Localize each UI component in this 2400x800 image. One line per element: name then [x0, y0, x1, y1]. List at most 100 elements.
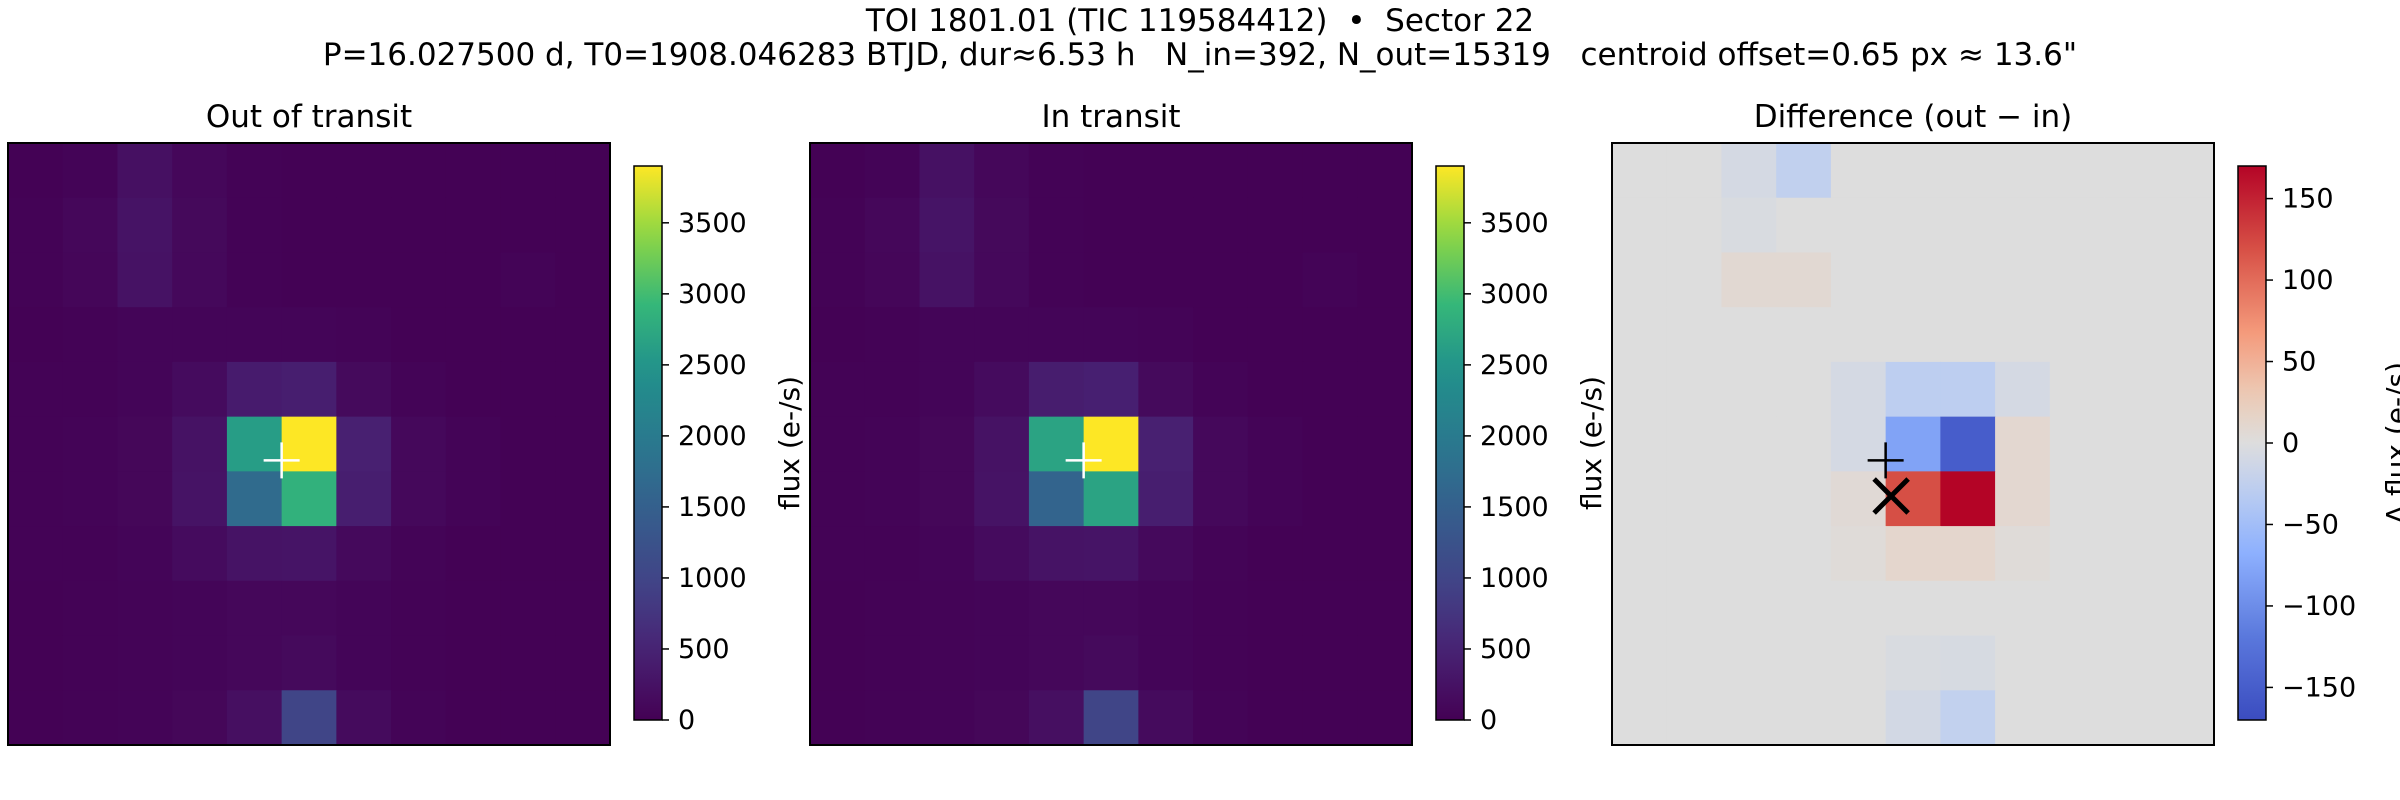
heatmap-cell [2049, 416, 2106, 472]
heatmap-cell [1666, 252, 1723, 308]
heatmap-cell [1940, 690, 1996, 746]
heatmap-cell [172, 197, 228, 254]
colorbar-tick-label: 2500 [678, 350, 747, 381]
heatmap-cell [1138, 307, 1194, 363]
heatmap-cell [1193, 252, 1249, 308]
heatmap-cell [1885, 252, 1941, 308]
heatmap-cell [1612, 471, 1668, 527]
heatmap-cell [8, 307, 64, 363]
heatmap-cell [1138, 471, 1194, 527]
heatmap-cell [2049, 361, 2106, 418]
heatmap-cell [2159, 252, 2215, 308]
colorbar-tick-label: 500 [678, 634, 730, 665]
panel-title: In transit [1041, 99, 1180, 135]
heatmap-cell [2049, 471, 2106, 527]
heatmap-cell [445, 690, 502, 746]
heatmap-cell [810, 471, 866, 527]
colorbar-tick-label: 500 [1480, 634, 1532, 665]
heatmap-cell [1830, 580, 1887, 637]
heatmap-cell [1885, 635, 1941, 691]
heatmap-cell [2049, 307, 2106, 363]
heatmap-cell [391, 635, 447, 691]
heatmap-cell [864, 143, 921, 199]
colorbar-tick-label: 3000 [1480, 279, 1549, 310]
heatmap-cell [555, 361, 611, 418]
heatmap-cell [1776, 690, 1832, 746]
heatmap-cell [2159, 526, 2215, 582]
heatmap-cell [445, 580, 502, 637]
heatmap-cell [2159, 416, 2215, 472]
heatmap-cell [1247, 197, 1304, 254]
heatmap-cell [500, 143, 556, 199]
heatmap-cell [8, 635, 64, 691]
heatmap-cell [1995, 690, 2051, 746]
colorbar-tick-label: −150 [2282, 672, 2356, 703]
heatmap-cell [391, 526, 447, 582]
heatmap-cell [281, 197, 337, 254]
heatmap-cell [1302, 416, 1358, 472]
heatmap-cell [974, 252, 1030, 308]
heatmap-cell [1357, 307, 1413, 363]
heatmap-cell [2104, 197, 2160, 254]
heatmap-cell [226, 635, 283, 691]
heatmap-cell [2104, 143, 2160, 199]
heatmap-cell [1247, 580, 1304, 637]
heatmap-cell [1830, 690, 1887, 746]
heatmap-cell [1357, 690, 1413, 746]
heatmap-cell [2159, 197, 2215, 254]
heatmap-cell [1357, 635, 1413, 691]
heatmap-cell [1940, 635, 1996, 691]
heatmap-cell [864, 361, 921, 418]
heatmap-cell [336, 416, 392, 472]
heatmap-cell [974, 635, 1030, 691]
colorbar-tick-label: 1500 [678, 492, 747, 523]
heatmap-cell [1138, 197, 1194, 254]
heatmap-cell [1666, 471, 1723, 527]
heatmap-cell [172, 361, 228, 418]
heatmap-cell [117, 471, 173, 527]
heatmap-cell [1612, 361, 1668, 418]
heatmap-cell [226, 580, 283, 637]
heatmap-cell [2049, 197, 2106, 254]
heatmap-cell [445, 307, 502, 363]
colorbar-tick-label: 150 [2282, 184, 2334, 215]
heatmap-cell [864, 580, 921, 637]
heatmap-cell [445, 361, 502, 418]
heatmap-cell [2159, 635, 2215, 691]
heatmap-cell [1357, 580, 1413, 637]
heatmap-cell [919, 252, 975, 308]
heatmap-cell [1776, 580, 1832, 637]
heatmap-cell [281, 416, 337, 472]
heatmap-cell [500, 526, 556, 582]
heatmap-cell [2104, 580, 2160, 637]
heatmap-cell [1612, 197, 1668, 254]
heatmap-cell [1776, 197, 1832, 254]
heatmap-cell [919, 143, 975, 199]
heatmap-cell [1138, 361, 1194, 418]
panel-title: Out of transit [206, 99, 412, 135]
heatmap-cell [1193, 361, 1249, 418]
heatmap-cell [2104, 471, 2160, 527]
heatmap-cell [8, 252, 64, 308]
heatmap-cell [1028, 635, 1085, 691]
heatmap-cell [1083, 307, 1139, 363]
heatmap-cell [1247, 635, 1304, 691]
heatmap-cell [62, 197, 119, 254]
heatmap-cell [1083, 197, 1139, 254]
heatmap-cell [500, 471, 556, 527]
colorbar-label: flux (e-/s) [1575, 376, 1608, 510]
heatmap-cell [391, 197, 447, 254]
heatmap-cell [1028, 307, 1085, 363]
heatmap-cell [391, 471, 447, 527]
heatmap-cell [62, 635, 119, 691]
heatmap-cell [281, 635, 337, 691]
heatmap-cell [1083, 361, 1139, 418]
panel-title: Difference (out − in) [1754, 99, 2073, 135]
heatmap-cell [1940, 197, 1996, 254]
heatmap-cell [1885, 526, 1941, 582]
heatmap-cell [2049, 690, 2106, 746]
heatmap-cell [226, 526, 283, 582]
heatmap-cell [1083, 635, 1139, 691]
heatmap-cell [1247, 690, 1304, 746]
